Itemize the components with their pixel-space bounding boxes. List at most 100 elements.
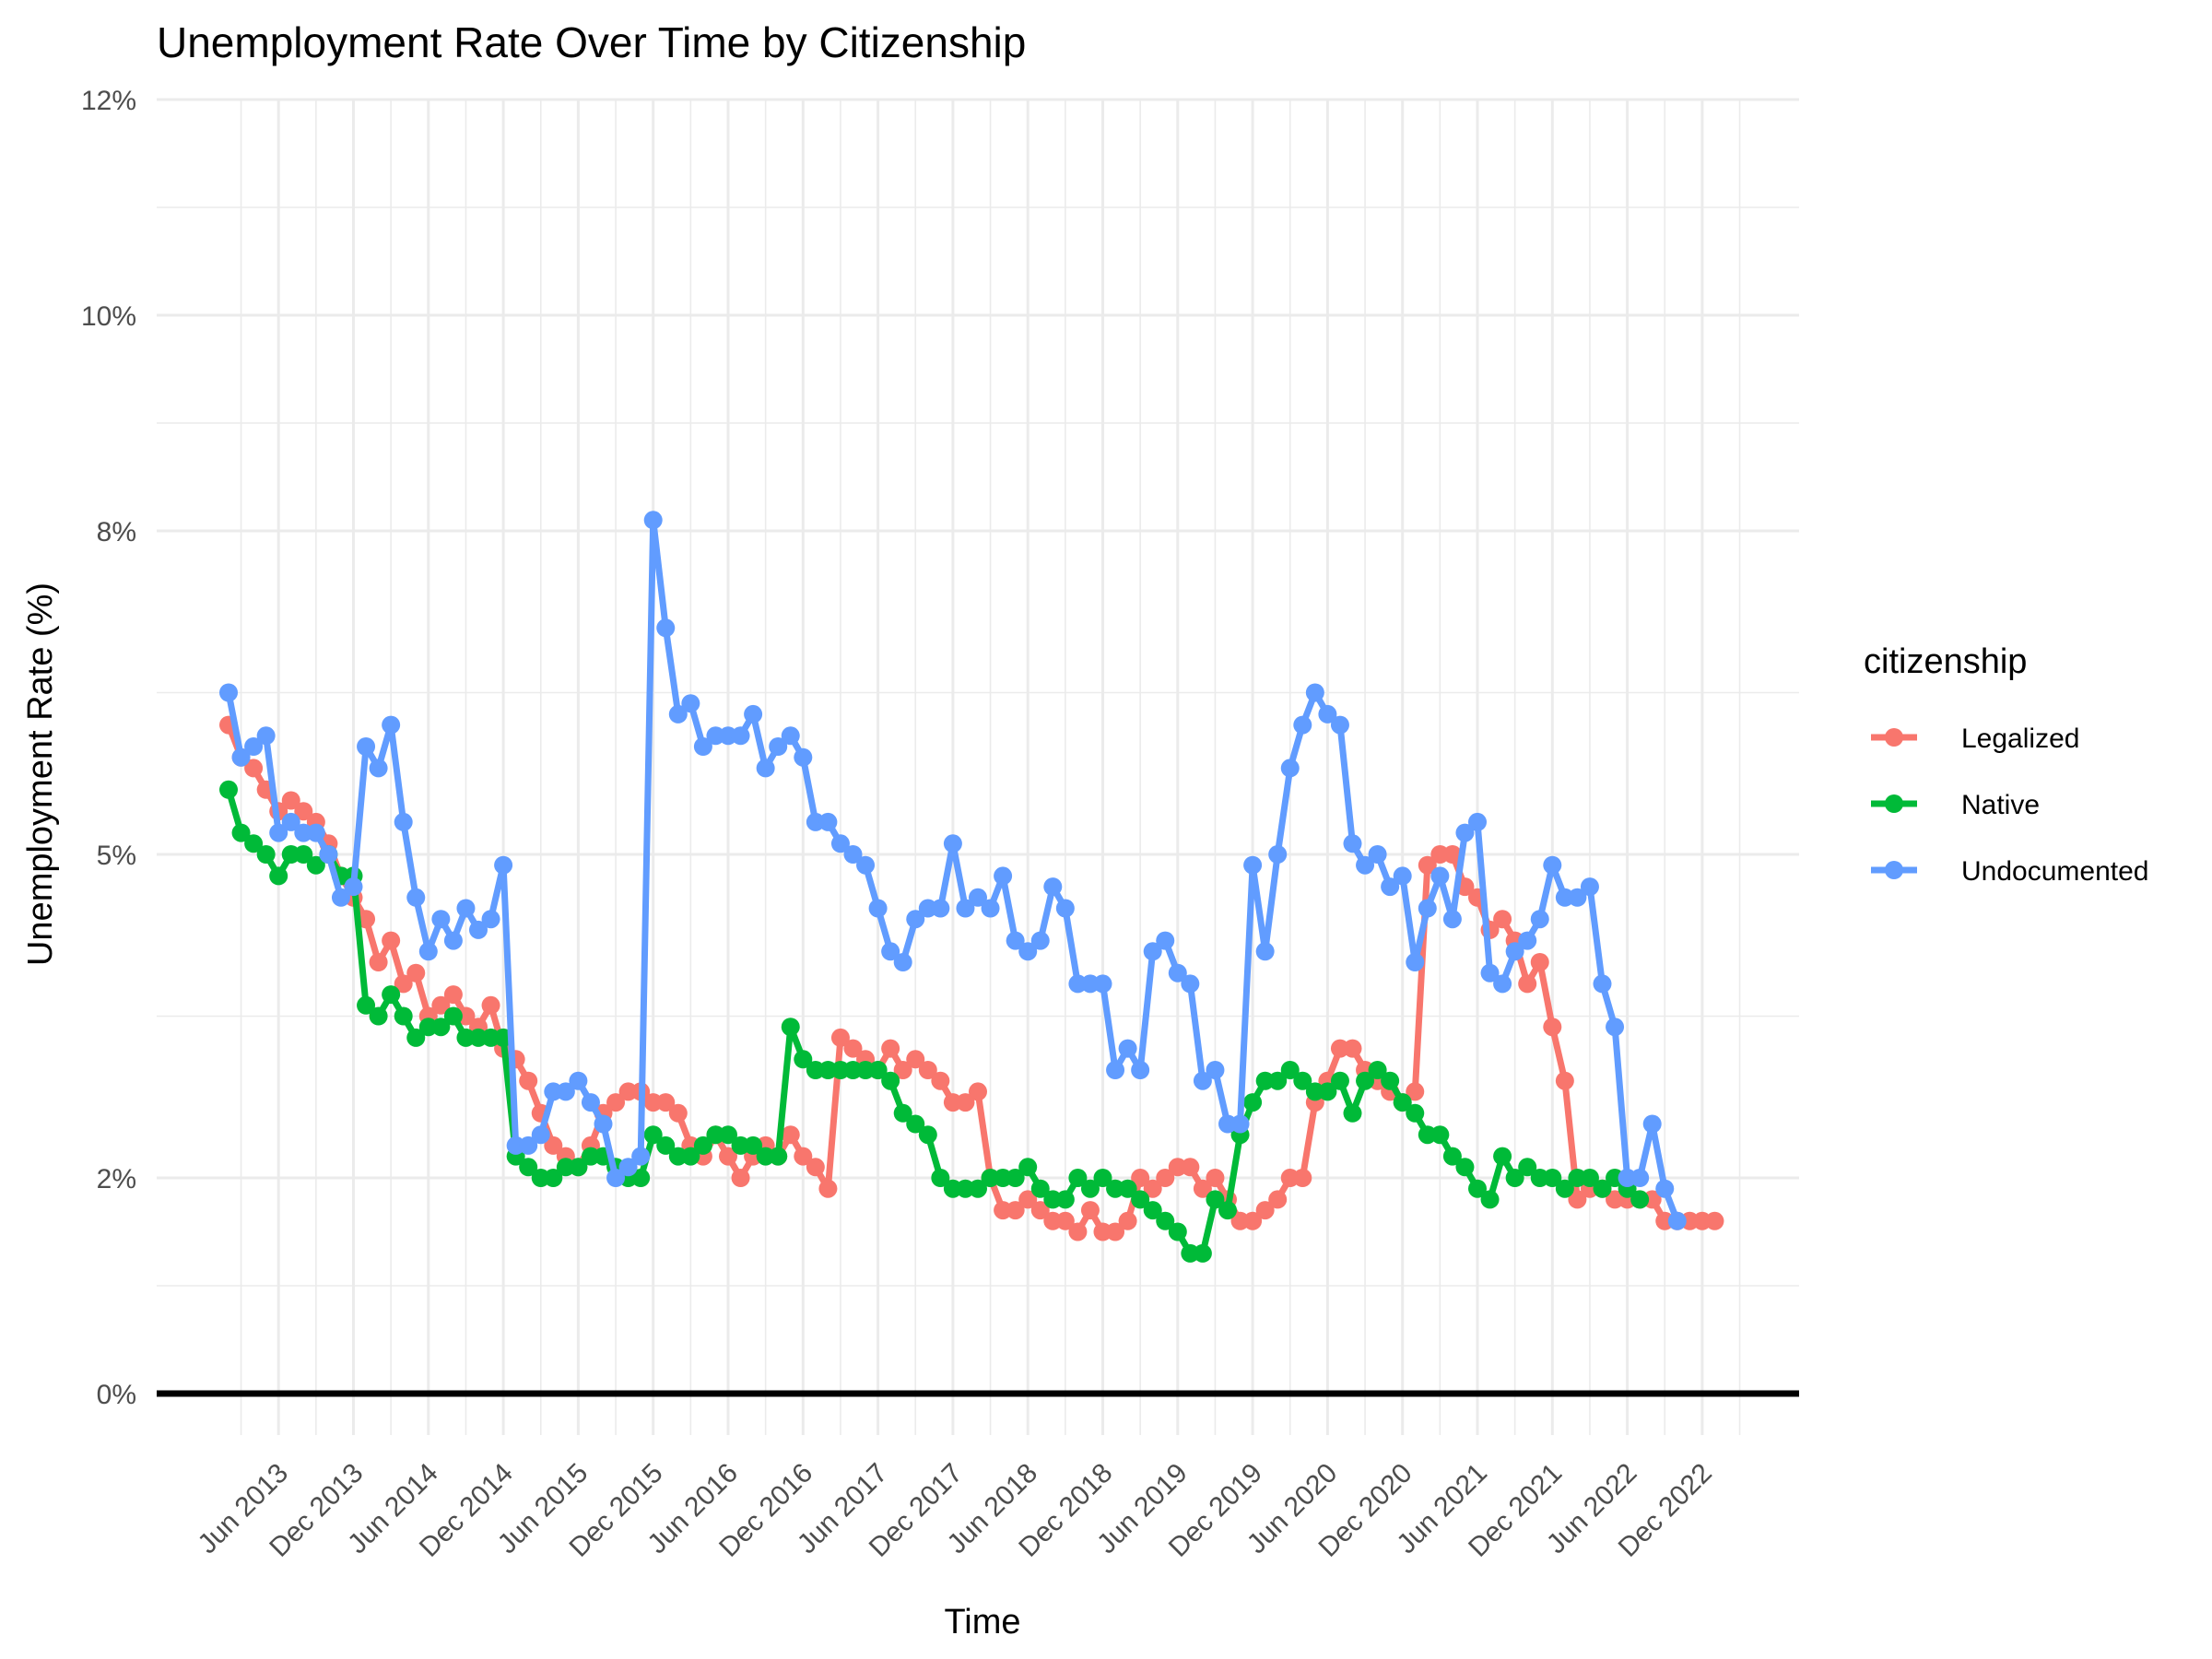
data-point-undocumented: [794, 747, 813, 767]
data-point-legalized: [1418, 855, 1437, 875]
data-point-undocumented: [494, 855, 513, 875]
data-point-undocumented: [1206, 1061, 1225, 1079]
data-point-legalized: [918, 1061, 937, 1079]
data-point-undocumented: [1356, 855, 1375, 875]
data-point-undocumented: [1193, 1071, 1212, 1090]
data-point-undocumented: [331, 888, 350, 907]
data-point-native: [1393, 1093, 1412, 1112]
data-point-undocumented: [1655, 1179, 1675, 1198]
data-point-undocumented: [1368, 845, 1387, 864]
data-point-native: [1468, 1179, 1487, 1198]
data-point-undocumented: [281, 812, 300, 831]
data-point-native: [1543, 1169, 1562, 1187]
data-point-undocumented: [581, 1093, 600, 1112]
data-point-undocumented: [931, 899, 950, 918]
data-point-undocumented: [1505, 942, 1524, 961]
data-point-undocumented: [231, 747, 251, 767]
data-point-legalized: [1442, 845, 1462, 864]
data-point-native: [719, 1125, 737, 1145]
data-point-undocumented: [818, 812, 838, 831]
data-point-native: [693, 1135, 712, 1155]
data-point-undocumented: [1318, 704, 1337, 724]
data-point-legalized: [244, 759, 264, 778]
data-point-undocumented: [731, 726, 750, 746]
data-point-undocumented: [1006, 931, 1025, 950]
data-point-native: [643, 1125, 663, 1145]
data-point-legalized: [818, 1179, 838, 1198]
data-point-legalized: [956, 1093, 975, 1112]
data-point-native: [1343, 1103, 1362, 1123]
data-point-undocumented: [1630, 1169, 1650, 1187]
data-point-native: [1156, 1211, 1175, 1230]
data-point-undocumented: [456, 899, 476, 918]
data-point-native: [1630, 1190, 1650, 1209]
data-point-undocumented: [1093, 974, 1112, 994]
data-point-legalized: [906, 1050, 925, 1069]
data-point-native: [394, 1006, 413, 1026]
data-point-native: [519, 1158, 538, 1177]
data-point-native: [769, 1147, 788, 1166]
data-point-undocumented: [906, 910, 925, 929]
data-point-undocumented: [656, 618, 676, 638]
data-point-undocumented: [443, 931, 463, 950]
grid: [157, 98, 1799, 1435]
data-point-native: [868, 1061, 888, 1079]
data-point-native: [1243, 1093, 1263, 1112]
data-point-legalized: [830, 1028, 850, 1047]
data-point-legalized: [1118, 1211, 1137, 1230]
data-point-undocumented: [956, 899, 975, 918]
data-point-undocumented: [1168, 963, 1187, 982]
data-point-native: [631, 1169, 651, 1187]
data-point-legalized: [544, 1135, 563, 1155]
data-point-legalized: [893, 1061, 912, 1079]
data-point-undocumented: [1055, 899, 1075, 918]
data-point-native: [1381, 1071, 1400, 1090]
data-point-undocumented: [481, 910, 500, 929]
y-axis-title: Unemployment Rate (%): [21, 582, 60, 966]
data-point-legalized: [406, 963, 426, 982]
data-point-legalized: [719, 1147, 737, 1166]
data-point-undocumented: [1543, 855, 1562, 875]
data-point-native: [1356, 1071, 1375, 1090]
legend-label-native: Native: [1961, 790, 2040, 820]
data-point-legalized: [443, 985, 463, 1005]
data-point-legalized: [369, 953, 388, 971]
data-point-native: [1593, 1179, 1612, 1198]
data-point-native: [443, 1006, 463, 1026]
data-point-legalized: [281, 791, 300, 810]
data-point-undocumented: [1418, 899, 1437, 918]
data-point-legalized: [394, 974, 413, 994]
data-point-undocumented: [1043, 877, 1063, 897]
data-point-undocumented: [406, 888, 426, 907]
data-point-undocumented: [1330, 715, 1349, 735]
data-point-native: [1193, 1243, 1212, 1263]
data-point-native: [1055, 1190, 1075, 1209]
data-point-native: [357, 995, 376, 1015]
data-point-undocumented: [344, 877, 363, 897]
data-point-native: [1430, 1125, 1450, 1145]
data-point-native: [1455, 1158, 1475, 1177]
data-point-undocumented: [1455, 823, 1475, 842]
y-tick-label: 5%: [97, 841, 136, 871]
data-point-legalized: [1268, 1190, 1288, 1209]
data-point-legalized: [969, 1082, 987, 1101]
data-point-undocumented: [618, 1158, 638, 1177]
data-point-native: [1018, 1158, 1038, 1177]
data-point-undocumented: [1518, 931, 1537, 950]
data-point-legalized: [382, 931, 401, 950]
data-point-native: [244, 834, 264, 853]
data-point-undocumented: [943, 834, 962, 853]
y-tick-label: 8%: [97, 517, 136, 547]
data-point-legalized: [1343, 1039, 1362, 1058]
data-point-legalized: [1018, 1190, 1038, 1209]
data-point-legalized: [668, 1103, 688, 1123]
series-layer: [219, 511, 1724, 1263]
data-point-undocumented: [1642, 1114, 1662, 1134]
y-tick-label: 0%: [97, 1380, 136, 1410]
data-point-legalized: [606, 1093, 626, 1112]
data-point-native: [231, 823, 251, 842]
data-point-undocumented: [357, 737, 376, 756]
data-point-legalized: [1030, 1201, 1050, 1220]
data-point-undocumented: [531, 1125, 550, 1145]
